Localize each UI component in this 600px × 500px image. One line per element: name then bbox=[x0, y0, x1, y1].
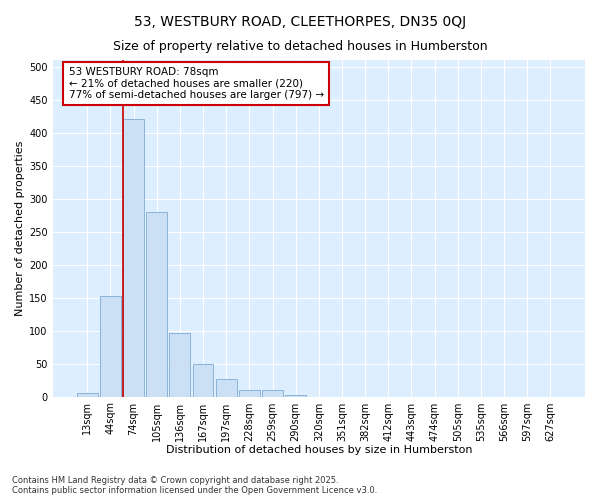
Bar bbox=[216, 379, 236, 396]
Bar bbox=[285, 394, 306, 396]
Text: Contains HM Land Registry data © Crown copyright and database right 2025.
Contai: Contains HM Land Registry data © Crown c… bbox=[12, 476, 377, 495]
Bar bbox=[146, 212, 167, 396]
Y-axis label: Number of detached properties: Number of detached properties bbox=[15, 140, 25, 316]
Bar bbox=[239, 390, 260, 396]
Bar bbox=[193, 364, 214, 396]
Text: Size of property relative to detached houses in Humberston: Size of property relative to detached ho… bbox=[113, 40, 487, 53]
X-axis label: Distribution of detached houses by size in Humberston: Distribution of detached houses by size … bbox=[166, 445, 472, 455]
Text: 53 WESTBURY ROAD: 78sqm
← 21% of detached houses are smaller (220)
77% of semi-d: 53 WESTBURY ROAD: 78sqm ← 21% of detache… bbox=[68, 66, 324, 100]
Bar bbox=[123, 120, 144, 396]
Bar bbox=[169, 333, 190, 396]
Bar bbox=[77, 394, 98, 396]
Bar bbox=[262, 390, 283, 396]
Text: 53, WESTBURY ROAD, CLEETHORPES, DN35 0QJ: 53, WESTBURY ROAD, CLEETHORPES, DN35 0QJ bbox=[134, 15, 466, 29]
Bar bbox=[100, 296, 121, 396]
